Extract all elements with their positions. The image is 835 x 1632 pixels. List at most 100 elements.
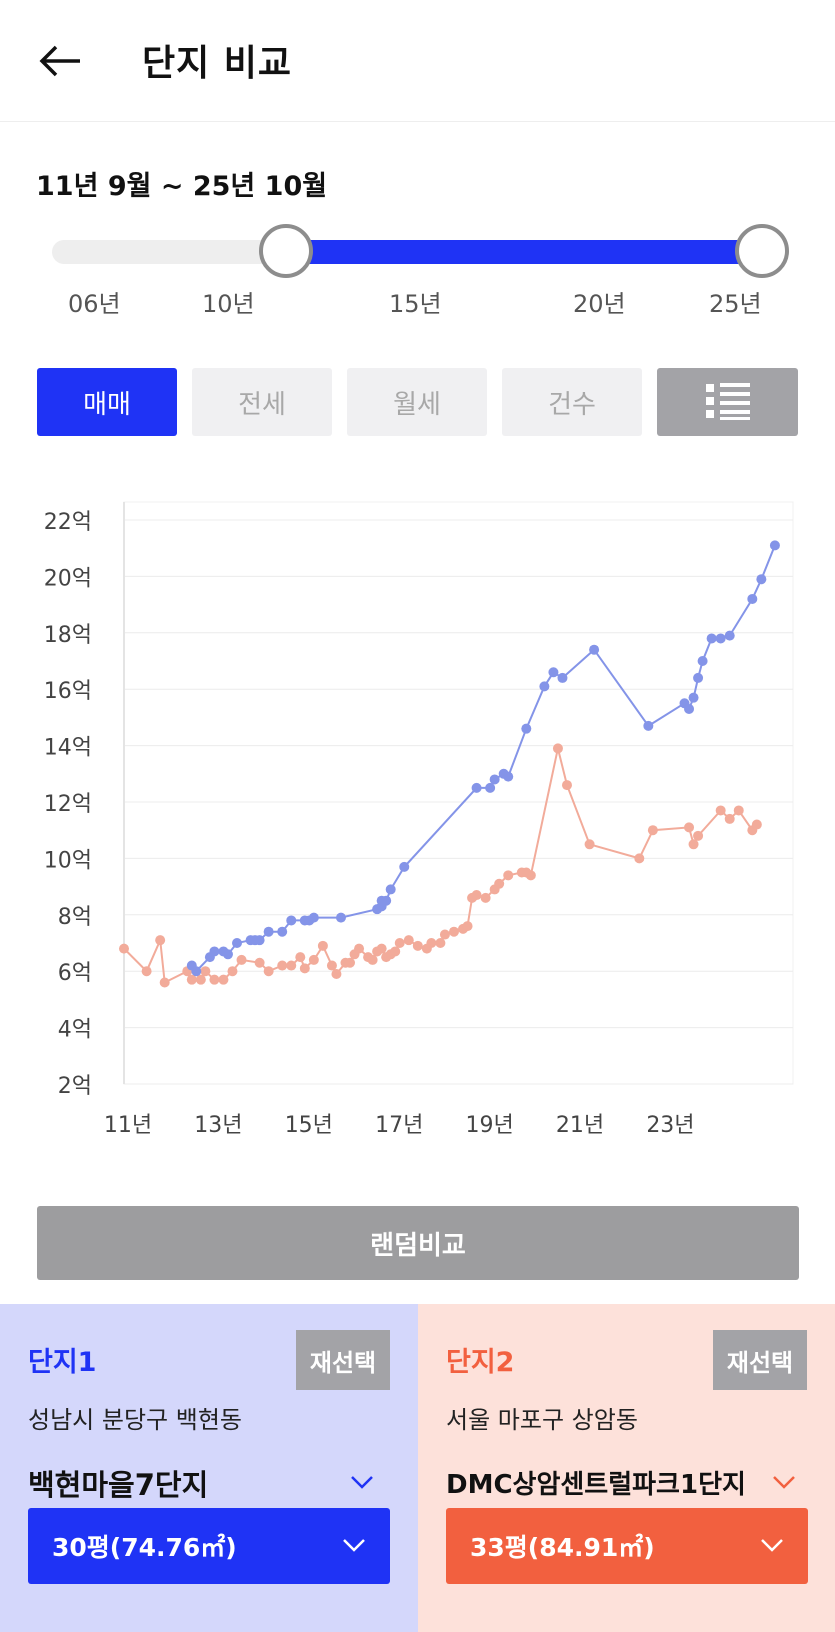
data-point bbox=[426, 938, 437, 948]
data-point bbox=[525, 870, 536, 881]
range-slider-end-handle[interactable] bbox=[735, 224, 789, 278]
x-tick-label: 19년 bbox=[466, 1113, 514, 1138]
period-label: 11년 9월 ~ 25년 10월 bbox=[36, 171, 328, 202]
data-point bbox=[494, 878, 505, 889]
data-point bbox=[222, 949, 233, 960]
complex1-reselect-button[interactable]: 재선택 bbox=[296, 1330, 390, 1390]
x-tick-label: 15년 bbox=[285, 1113, 333, 1138]
data-point bbox=[561, 780, 572, 791]
y-tick-label: 22억 bbox=[44, 510, 92, 535]
tab-monthly-rent[interactable]: 월세 bbox=[347, 368, 487, 436]
x-tick-label: 21년 bbox=[556, 1113, 604, 1138]
y-tick-label: 10억 bbox=[44, 848, 92, 873]
data-point bbox=[693, 672, 704, 683]
app-header: 단지 비교 bbox=[0, 0, 835, 122]
data-point bbox=[439, 929, 450, 940]
data-point bbox=[390, 946, 401, 957]
data-point bbox=[385, 884, 396, 895]
data-point bbox=[209, 974, 220, 985]
chevron-down-icon bbox=[343, 1539, 365, 1552]
data-point bbox=[647, 825, 658, 836]
data-point bbox=[521, 723, 532, 734]
slider-tick-label: 10년 bbox=[202, 290, 255, 318]
y-tick-label: 2억 bbox=[58, 1074, 92, 1099]
data-point bbox=[299, 963, 310, 974]
data-point bbox=[697, 656, 708, 666]
chart-plot-area bbox=[123, 501, 794, 1085]
x-tick-label: 23년 bbox=[646, 1113, 694, 1138]
data-point bbox=[345, 957, 356, 968]
data-point bbox=[769, 540, 780, 551]
data-point bbox=[335, 912, 346, 923]
data-point bbox=[186, 974, 197, 985]
data-point bbox=[200, 966, 211, 977]
data-point bbox=[367, 954, 378, 965]
complex2-name-select[interactable]: DMC상암센트럴파크1단지 bbox=[446, 1470, 746, 1500]
list-view-icon bbox=[705, 383, 750, 420]
tab-count[interactable]: 건수 bbox=[502, 368, 642, 436]
data-point bbox=[394, 938, 405, 948]
random-compare-button[interactable]: 랜덤비교 bbox=[37, 1206, 799, 1280]
data-point bbox=[236, 954, 247, 965]
slider-tick-label: 15년 bbox=[389, 290, 442, 318]
y-tick-label: 6억 bbox=[58, 961, 92, 986]
data-point bbox=[688, 839, 699, 850]
x-tick-label: 17년 bbox=[375, 1113, 423, 1138]
list-view-button[interactable] bbox=[657, 368, 798, 436]
data-point bbox=[331, 969, 342, 980]
tab-sale[interactable]: 매매 bbox=[37, 368, 177, 436]
data-point bbox=[643, 720, 654, 731]
data-point bbox=[480, 892, 491, 903]
y-tick-label: 8억 bbox=[58, 905, 92, 930]
chevron-down-icon[interactable] bbox=[349, 1472, 375, 1492]
complex1-size-select[interactable]: 30평(74.76㎡) bbox=[28, 1508, 390, 1584]
slider-tick-label: 20년 bbox=[573, 290, 626, 318]
data-point bbox=[715, 805, 726, 816]
data-point bbox=[326, 960, 337, 971]
data-point bbox=[751, 819, 762, 830]
data-point bbox=[354, 943, 365, 954]
data-point bbox=[584, 839, 595, 850]
data-point bbox=[693, 830, 704, 841]
data-point bbox=[376, 943, 387, 954]
data-point bbox=[634, 853, 645, 864]
y-tick-label: 16억 bbox=[44, 679, 92, 704]
data-point bbox=[684, 703, 695, 714]
tab-jeonse[interactable]: 전세 bbox=[192, 368, 332, 436]
data-point bbox=[308, 954, 319, 965]
data-point bbox=[232, 938, 243, 948]
data-point bbox=[489, 774, 500, 785]
data-point bbox=[195, 974, 206, 985]
chevron-down-icon bbox=[761, 1539, 783, 1552]
y-tick-label: 4억 bbox=[58, 1018, 92, 1043]
y-tick-label: 12억 bbox=[44, 792, 92, 817]
data-point bbox=[688, 692, 699, 703]
chevron-down-icon[interactable] bbox=[771, 1472, 797, 1492]
range-slider-start-handle[interactable] bbox=[259, 224, 313, 278]
data-point bbox=[733, 805, 744, 816]
back-arrow-icon[interactable] bbox=[36, 36, 86, 86]
data-point bbox=[159, 977, 170, 988]
complex2-size-value: 33평(84.91㎡) bbox=[470, 1533, 655, 1562]
data-point bbox=[317, 940, 328, 951]
data-point bbox=[471, 890, 482, 901]
page-title: 단지 비교 bbox=[142, 43, 293, 84]
data-point bbox=[119, 943, 129, 954]
y-tick-label: 14억 bbox=[44, 736, 92, 761]
data-point bbox=[254, 935, 265, 946]
data-point bbox=[209, 946, 220, 957]
data-point bbox=[435, 938, 446, 948]
data-point bbox=[724, 813, 735, 824]
price-chart: 22억 20억 18억 16억 14억 12억 10억 8억 6억 4억 2억 11년 13년 15년 17… bbox=[44, 501, 794, 1138]
data-point bbox=[503, 771, 514, 782]
data-point bbox=[277, 926, 288, 937]
complex2-size-select[interactable]: 33평(84.91㎡) bbox=[446, 1508, 808, 1584]
complex1-location: 성남시 분당구 백현동 bbox=[28, 1406, 242, 1434]
data-point bbox=[715, 633, 726, 644]
data-point bbox=[277, 960, 288, 971]
complex1-name-select[interactable]: 백현마을7단지 bbox=[28, 1468, 209, 1502]
data-point bbox=[191, 966, 202, 977]
complex2-reselect-button[interactable]: 재선택 bbox=[713, 1330, 807, 1390]
y-tick-label: 20억 bbox=[44, 566, 92, 591]
complex2-panel: 단지2 재선택 서울 마포구 상암동 DMC상암센트럴파크1단지 33평(84.… bbox=[418, 1304, 835, 1632]
